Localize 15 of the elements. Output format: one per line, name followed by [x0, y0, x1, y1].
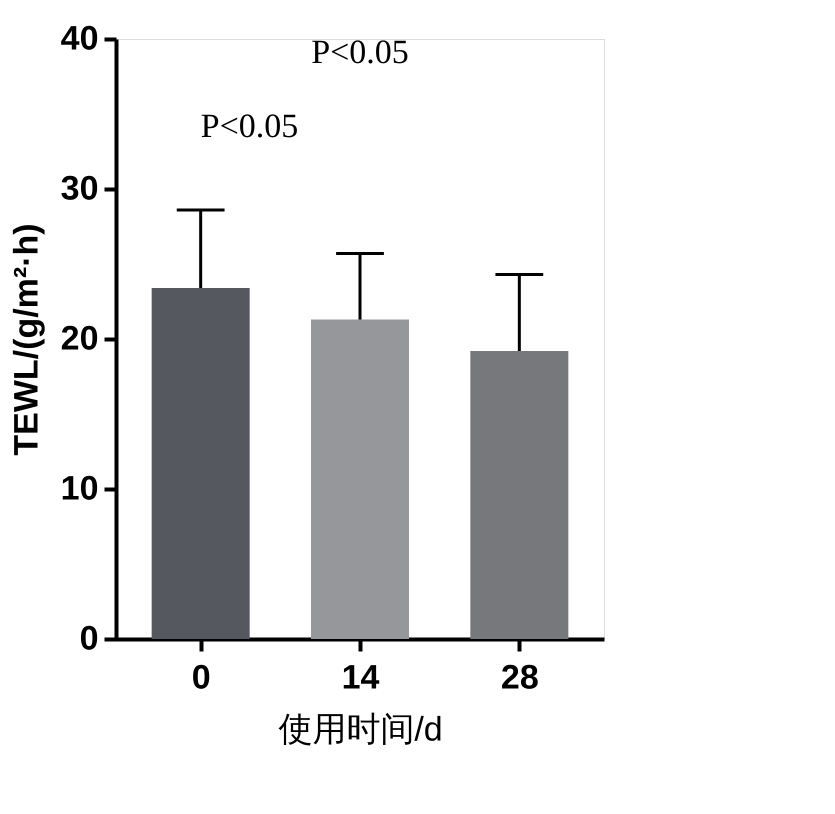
bar [470, 351, 568, 639]
bar [311, 320, 409, 639]
bar [152, 288, 250, 639]
y-axis-title: TEWL/(g/m²·h) [8, 223, 46, 456]
annotation: P<0.05 [200, 108, 298, 145]
y-tick-label: 40 [60, 20, 98, 58]
y-tick-label: 20 [60, 320, 98, 358]
y-tick-label: 0 [80, 620, 98, 658]
y-tick-label: 10 [60, 470, 98, 508]
x-tick-label: 0 [192, 658, 211, 696]
y-tick-label: 30 [60, 170, 98, 208]
x-axis-title: 使用时间/d [278, 710, 443, 748]
x-tick-label: 28 [500, 658, 539, 696]
x-tick-label: 14 [342, 658, 380, 696]
annotation: P<0.05 [311, 34, 409, 72]
